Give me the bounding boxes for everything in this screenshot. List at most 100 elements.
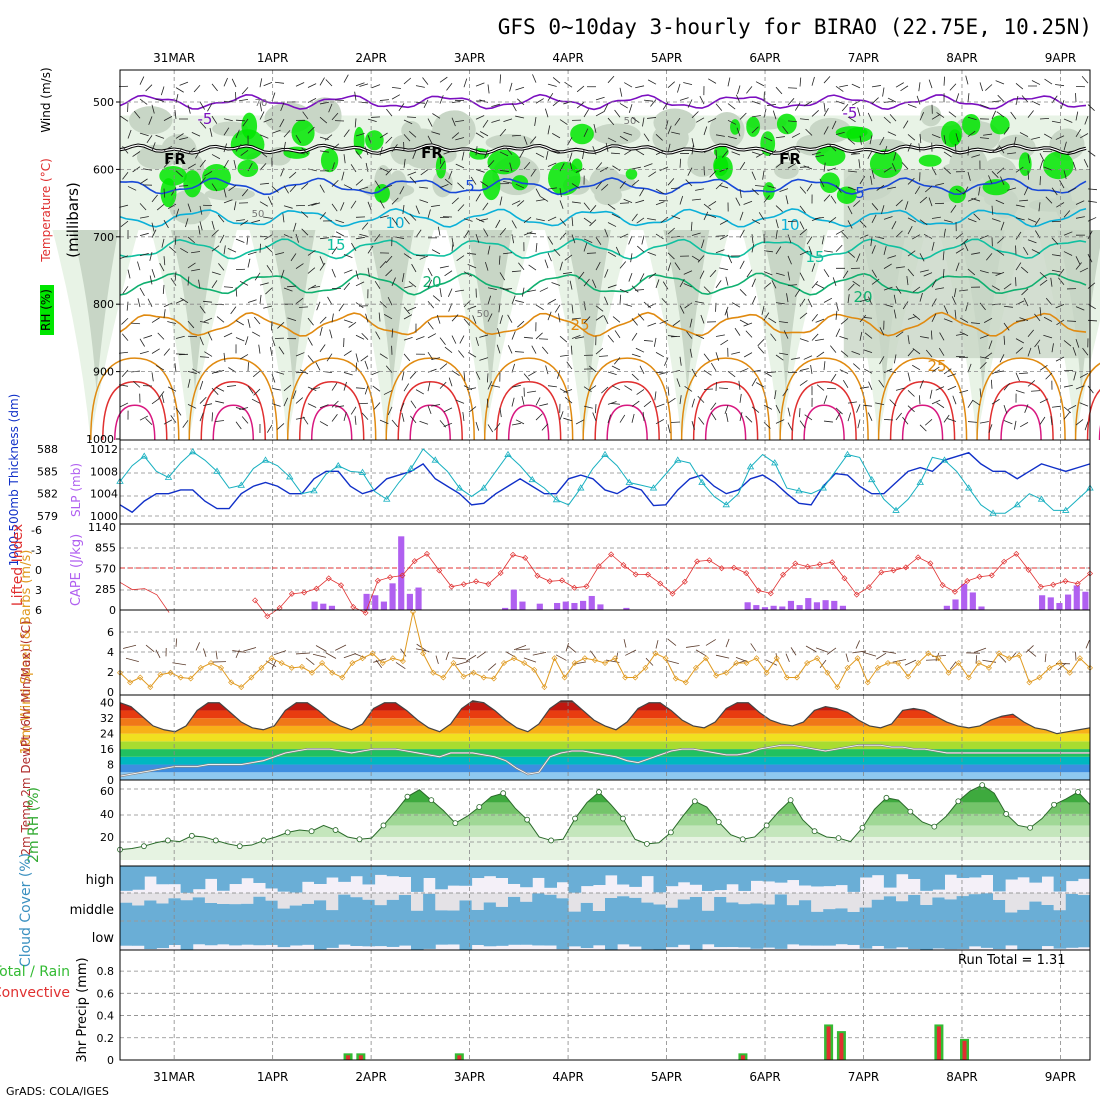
- wind-barb: [175, 335, 185, 339]
- wind-barb: [787, 284, 797, 286]
- wind-barb: [607, 335, 615, 343]
- wind-barb: [544, 259, 549, 269]
- cloud-low-cell: [714, 921, 727, 948]
- cloud-middle-gap: [435, 893, 448, 911]
- wind-barb: [631, 117, 640, 124]
- wind-barb: [804, 414, 813, 421]
- wind-barb: [1075, 262, 1082, 270]
- wind-barb: [401, 371, 405, 381]
- wind-barb: [719, 219, 729, 225]
- wind-barb: [444, 346, 453, 353]
- wind-barb: [967, 197, 977, 202]
- cloud-middle-gap: [180, 893, 194, 901]
- cloud-middle-cell: [738, 904, 751, 921]
- precip-convective-bar: [358, 1055, 363, 1060]
- cloud-high-cell: [568, 866, 582, 893]
- wind-barb: [259, 102, 263, 112]
- wind-barb: [1087, 282, 1096, 289]
- wind-barb: [379, 132, 388, 139]
- rh-shade-saturated: [374, 183, 390, 203]
- wind-barb: [767, 104, 777, 106]
- surface-wind-barb: [195, 642, 200, 651]
- cloud-middle-gap: [847, 893, 861, 912]
- wind-barb: [448, 303, 453, 312]
- wind-barb: [563, 389, 573, 393]
- wind-barb: [867, 412, 873, 421]
- rh-shade-saturated: [819, 172, 840, 194]
- wind-barb: [583, 386, 592, 392]
- lifted-index-marker: [1050, 581, 1057, 588]
- wind-barb: [288, 171, 297, 179]
- wind-barb: [307, 284, 317, 290]
- wind-barb: [553, 248, 561, 256]
- lifted-index-marker: [301, 589, 308, 596]
- wind-barb: [263, 82, 273, 87]
- wind-barb: [967, 130, 976, 137]
- wind-barb: [983, 133, 993, 136]
- cloud-middle-gap: [277, 893, 291, 909]
- wind-barb: [972, 399, 981, 406]
- wind-barb: [139, 287, 145, 296]
- wind-barb: [187, 370, 197, 374]
- wind-speed-marker: [783, 674, 790, 681]
- wind-barb: [151, 268, 156, 278]
- slp-marker: [843, 450, 852, 457]
- cloud-high-cell: [471, 866, 485, 879]
- wind-barb: [331, 203, 338, 212]
- wind-barb: [739, 188, 742, 198]
- rh-marker: [691, 798, 698, 805]
- wind-barb: [475, 234, 480, 243]
- wind-barb: [509, 162, 513, 172]
- lifted-index-marker: [915, 554, 922, 561]
- slp-marker: [795, 487, 803, 494]
- surface-wind-barb: [805, 645, 817, 653]
- wind-barb: [637, 313, 645, 321]
- wind-barb: [463, 372, 466, 382]
- wind-barb: [496, 344, 501, 354]
- wind-barb: [912, 313, 921, 321]
- wind-barb: [494, 423, 501, 431]
- wind-barb: [439, 95, 444, 104]
- cloud-middle-cell: [896, 901, 909, 921]
- wind-barb: [1015, 389, 1025, 394]
- cloud-low-cell: [144, 921, 157, 950]
- rh-shade-saturated: [487, 149, 521, 175]
- wind-barb: [997, 236, 1005, 244]
- lifted-index-marker: [620, 562, 627, 568]
- wind-barb: [422, 77, 429, 85]
- wind-barb: [247, 251, 257, 256]
- rh-shade-patch: [920, 105, 942, 127]
- wind-barb: [1003, 305, 1013, 308]
- wind-barb: [528, 264, 537, 271]
- cape-bar: [969, 592, 976, 610]
- rh-marker: [332, 827, 339, 833]
- wind-barb: [359, 233, 369, 237]
- wind-barb: [1055, 84, 1065, 87]
- wind-speed-marker: [268, 655, 275, 662]
- wind-barb: [604, 296, 609, 306]
- cape-bar: [1056, 602, 1063, 610]
- wind-barb: [1051, 405, 1061, 408]
- wind-speed-marker: [207, 660, 214, 667]
- isotherm-arch: [988, 380, 1054, 441]
- cape-bar: [839, 605, 846, 610]
- wind-barb: [595, 111, 605, 117]
- wind-barb: [719, 235, 729, 240]
- cloud-high-cell: [629, 866, 642, 887]
- wind-barb: [515, 300, 525, 303]
- wind-barb: [482, 202, 489, 211]
- slp-tick-label: 1008: [90, 465, 118, 478]
- wind-barb: [1015, 262, 1022, 271]
- wind-barb: [971, 252, 981, 255]
- lifted-index-marker: [325, 575, 332, 582]
- wind-speed-marker: [753, 655, 760, 662]
- wind-barb: [143, 335, 153, 339]
- wind-barb: [523, 216, 532, 224]
- wind-barb: [343, 350, 352, 357]
- wind-barb: [662, 281, 669, 290]
- wind-barb: [907, 177, 915, 185]
- wind-barb: [475, 115, 485, 120]
- wind-barb: [858, 159, 861, 169]
